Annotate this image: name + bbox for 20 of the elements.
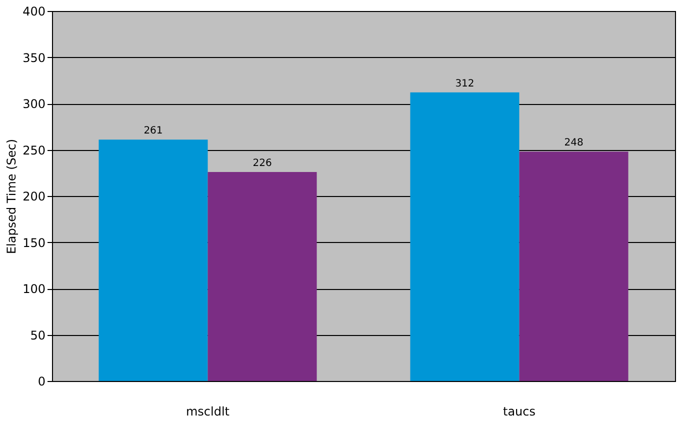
bar <box>519 152 628 381</box>
y-tick-label: 400 <box>22 4 46 18</box>
bar <box>98 140 208 381</box>
y-tick-label: 300 <box>22 97 46 111</box>
y-tick-label: 150 <box>22 236 46 250</box>
y-tick-label: 50 <box>30 328 46 342</box>
y-tick-label: 100 <box>22 282 46 296</box>
bar <box>410 92 520 381</box>
y-axis-title: Elapsed Time (Sec) <box>4 138 19 254</box>
y-tick-label: 0 <box>38 374 46 388</box>
x-tick-label: taucs <box>502 404 536 418</box>
bar <box>208 172 317 381</box>
y-tick-label: 350 <box>22 50 46 65</box>
data-label: 312 <box>455 78 474 90</box>
y-tick-label: 200 <box>22 190 46 204</box>
data-label: 248 <box>564 138 584 149</box>
y-tick-label: 250 <box>22 143 46 158</box>
data-label: 226 <box>252 158 272 169</box>
data-label: 261 <box>144 126 163 137</box>
x-tick-label: mscldlt <box>186 404 230 418</box>
